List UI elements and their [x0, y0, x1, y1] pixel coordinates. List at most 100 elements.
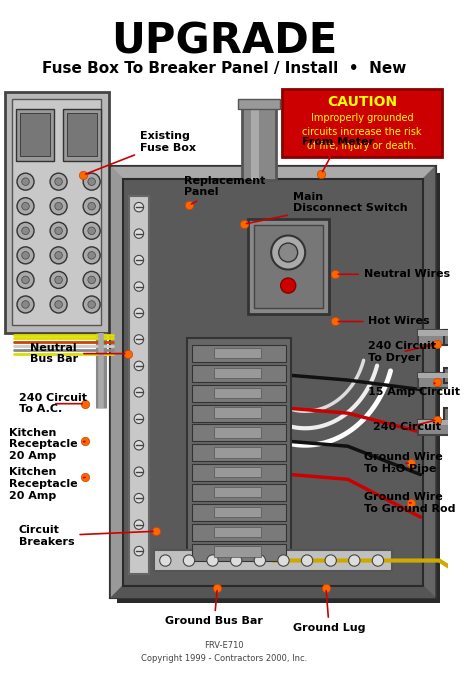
- Bar: [418, 420, 451, 425]
- Circle shape: [55, 276, 63, 284]
- Bar: [12, 99, 101, 325]
- Circle shape: [207, 555, 218, 566]
- Circle shape: [278, 555, 289, 566]
- Circle shape: [17, 247, 34, 264]
- Text: Ground Bus Bar: Ground Bus Bar: [165, 590, 263, 626]
- Circle shape: [279, 243, 298, 262]
- Text: Ground Wire
To H₂O Pipe: Ground Wire To H₂O Pipe: [364, 453, 443, 474]
- Bar: [251, 106, 259, 180]
- Circle shape: [50, 173, 67, 190]
- Circle shape: [22, 178, 29, 185]
- Circle shape: [83, 223, 100, 239]
- Circle shape: [55, 251, 63, 259]
- Circle shape: [134, 440, 144, 450]
- Circle shape: [134, 361, 144, 371]
- Text: 240 Circuit
To Dryer: 240 Circuit To Dryer: [368, 341, 437, 362]
- Text: Neutral Wires: Neutral Wires: [338, 269, 450, 279]
- Circle shape: [134, 520, 144, 529]
- Circle shape: [88, 178, 95, 185]
- Circle shape: [50, 296, 67, 313]
- Circle shape: [134, 229, 144, 238]
- Bar: [192, 424, 286, 442]
- Bar: [418, 330, 451, 336]
- Circle shape: [83, 198, 100, 215]
- Circle shape: [83, 271, 100, 289]
- Text: 15 Amp Circuit: 15 Amp Circuit: [368, 383, 461, 398]
- Circle shape: [349, 555, 360, 566]
- Text: Hot Wires: Hot Wires: [338, 316, 430, 327]
- Bar: [418, 420, 451, 435]
- Bar: [214, 388, 261, 398]
- Circle shape: [134, 493, 144, 503]
- Bar: [192, 444, 286, 462]
- Circle shape: [134, 335, 144, 344]
- Circle shape: [254, 555, 265, 566]
- Bar: [5, 92, 109, 333]
- Bar: [214, 526, 261, 537]
- Text: From Meter: From Meter: [302, 137, 374, 172]
- Text: Ground Wire
To Ground Rod: Ground Wire To Ground Rod: [364, 492, 455, 514]
- Circle shape: [271, 236, 305, 269]
- Bar: [67, 113, 97, 156]
- Circle shape: [22, 203, 29, 210]
- Circle shape: [88, 300, 95, 308]
- Bar: [187, 338, 291, 564]
- Circle shape: [17, 223, 34, 239]
- Bar: [192, 345, 286, 362]
- Circle shape: [50, 271, 67, 289]
- Circle shape: [134, 256, 144, 265]
- Circle shape: [88, 251, 95, 259]
- Circle shape: [83, 173, 100, 190]
- Circle shape: [134, 414, 144, 424]
- Circle shape: [55, 178, 63, 185]
- Circle shape: [134, 308, 144, 318]
- Bar: [16, 109, 54, 161]
- Bar: [192, 484, 286, 501]
- Bar: [214, 447, 261, 457]
- Text: UPGRADE: UPGRADE: [111, 21, 337, 63]
- Bar: [444, 409, 474, 424]
- Bar: [214, 427, 261, 438]
- Text: FRV-E710
Copyright 1999 - Contractors 2000, Inc.: FRV-E710 Copyright 1999 - Contractors 20…: [141, 641, 307, 663]
- Bar: [192, 464, 286, 481]
- Bar: [214, 506, 261, 517]
- Bar: [242, 106, 276, 180]
- Bar: [418, 373, 451, 378]
- Text: 240 Circuit
To A.C.: 240 Circuit To A.C.: [19, 393, 87, 415]
- Bar: [117, 173, 440, 603]
- Text: Main
Disconnect Switch: Main Disconnect Switch: [246, 192, 408, 224]
- Circle shape: [183, 555, 195, 566]
- Bar: [192, 384, 286, 402]
- Circle shape: [50, 247, 67, 264]
- Circle shape: [281, 278, 296, 293]
- Circle shape: [17, 173, 34, 190]
- Circle shape: [134, 203, 144, 212]
- Circle shape: [22, 227, 29, 234]
- Bar: [64, 109, 101, 161]
- Circle shape: [325, 555, 337, 566]
- Text: Replacement
Panel: Replacement Panel: [184, 176, 265, 204]
- Bar: [418, 330, 451, 345]
- Bar: [214, 467, 261, 477]
- Bar: [238, 99, 280, 109]
- Bar: [214, 407, 261, 418]
- Circle shape: [160, 555, 171, 566]
- Circle shape: [134, 282, 144, 291]
- Bar: [214, 487, 261, 497]
- Polygon shape: [111, 167, 435, 179]
- Circle shape: [83, 247, 100, 264]
- Circle shape: [88, 203, 95, 210]
- Bar: [154, 550, 392, 571]
- Circle shape: [22, 300, 29, 308]
- Bar: [192, 404, 286, 422]
- Text: Fuse Box To Breaker Panel / Install  •  New: Fuse Box To Breaker Panel / Install • Ne…: [42, 61, 406, 76]
- Circle shape: [301, 555, 313, 566]
- Text: Kitchen
Receptacle
20 Amp: Kitchen Receptacle 20 Amp: [9, 467, 85, 501]
- Bar: [214, 546, 261, 557]
- Text: 240 Circuit: 240 Circuit: [373, 420, 441, 432]
- Bar: [444, 368, 474, 383]
- Circle shape: [134, 467, 144, 477]
- Bar: [111, 167, 435, 597]
- Text: Ground Lug: Ground Lug: [293, 590, 365, 633]
- Circle shape: [230, 555, 242, 566]
